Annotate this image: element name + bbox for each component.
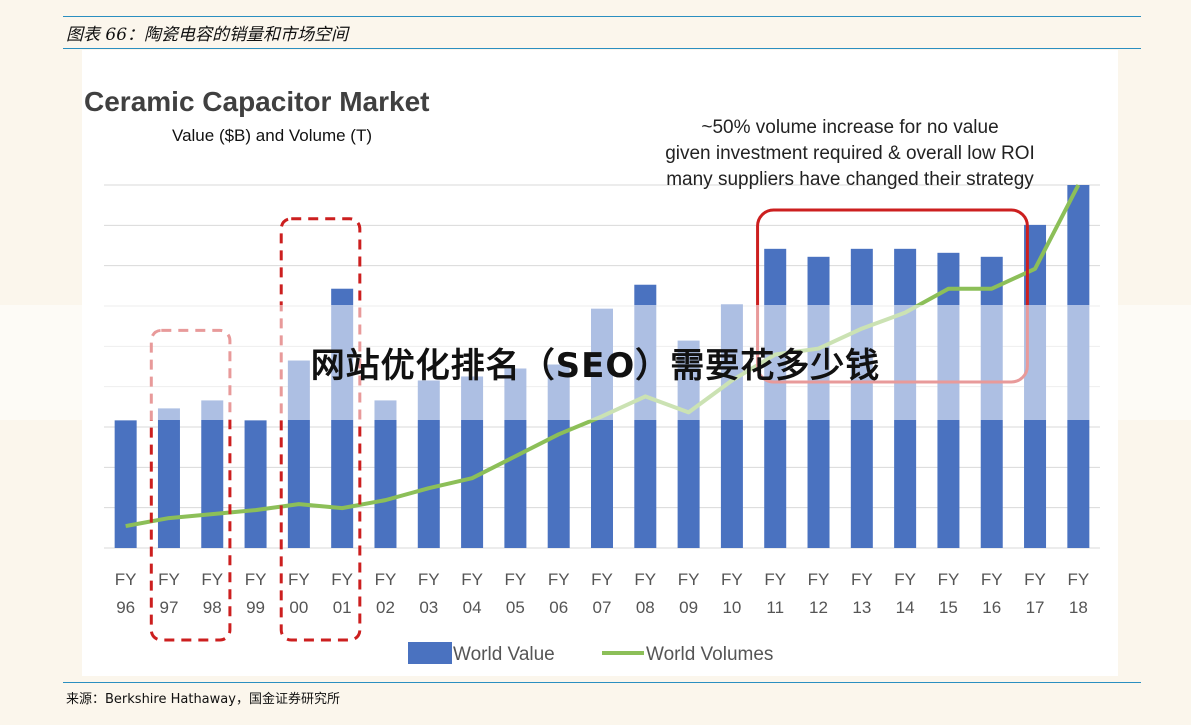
highlight-box-dashed (149, 328, 232, 642)
x-tick-label: FY 17 (1024, 570, 1046, 617)
x-tick-label: FY 13 (851, 570, 873, 617)
legend-swatch-world-value (408, 642, 452, 664)
bar-world-value (157, 408, 180, 548)
legend-label-world-volumes: World Volumes (646, 644, 773, 665)
x-tick-label: FY 18 (1067, 570, 1089, 617)
x-tick-label: FY 96 (115, 570, 137, 617)
chart-subtitle: Value ($B) and Volume (T) (172, 126, 372, 145)
legend-label-world-value: World Value (453, 644, 555, 665)
annotation-line: many suppliers have changed their strate… (666, 169, 1034, 190)
x-tick-label: FY 05 (505, 570, 527, 617)
x-tick-label: FY 99 (245, 570, 267, 617)
x-tick-label: FY 15 (938, 570, 960, 617)
x-tick-label: FY 06 (548, 570, 570, 617)
source-note: 来源：Berkshire Hathaway，国金证券研究所 (66, 692, 340, 707)
annotation-line: ~50% volume increase for no value (701, 117, 998, 138)
x-tick-label: FY 09 (678, 570, 700, 617)
bottom-rule (63, 682, 1141, 683)
figure-caption: 图表 66：陶瓷电容的销量和市场空间 (66, 25, 349, 45)
annotation-line: given investment required & overall low … (665, 143, 1035, 164)
bar-world-value (114, 420, 137, 548)
bar-world-value (201, 400, 224, 548)
chart-title: Ceramic Capacitor Market (84, 86, 429, 117)
caption-rule (63, 48, 1141, 49)
bar-world-value (244, 420, 267, 548)
x-tick-label: FY 04 (461, 570, 483, 617)
top-rule (63, 16, 1141, 17)
x-tick-label: FY 00 (288, 570, 310, 617)
bar-world-value (374, 400, 397, 548)
x-tick-label: FY 12 (808, 570, 830, 617)
bar-world-value (417, 380, 440, 548)
x-tick-label: FY 08 (634, 570, 656, 617)
x-tick-label: FY 97 (158, 570, 180, 617)
overlay-title: 网站优化排名（SEO）需要花多少钱 (310, 346, 881, 386)
x-tick-label: FY 03 (418, 570, 440, 617)
x-tick-label: FY 14 (894, 570, 916, 617)
x-tick-label: FY 07 (591, 570, 613, 617)
x-tick-label: FY 11 (764, 570, 786, 617)
x-tick-label: FY 10 (721, 570, 743, 617)
x-tick-label: FY 16 (981, 570, 1003, 617)
x-tick-label: FY 02 (375, 570, 397, 617)
x-tick-label: FY 01 (331, 570, 353, 617)
overlay-band (0, 305, 1191, 420)
x-tick-label: FY 98 (201, 570, 223, 617)
highlight-box-dashed (279, 217, 362, 642)
